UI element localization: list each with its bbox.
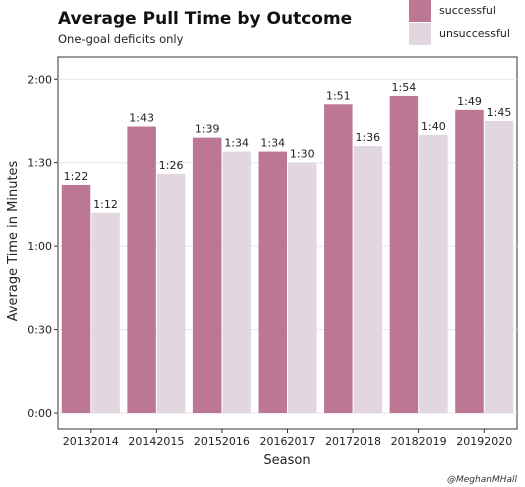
- y-axis-title: Average Time in Minutes: [6, 160, 21, 321]
- plot-border: [57, 56, 518, 430]
- x-axis-title: Season: [263, 453, 310, 468]
- bar-label-successful: 1:51: [326, 89, 351, 102]
- x-tick-label: 20182019: [391, 435, 447, 448]
- x-tick-label: 20142015: [128, 435, 184, 448]
- bar-label-unsuccessful: 1:36: [355, 131, 380, 144]
- bar-successful: [127, 126, 156, 413]
- chart-subtitle: One-goal deficits only: [58, 32, 184, 46]
- bar-successful: [324, 104, 353, 413]
- legend-swatch-unsuccessful: [409, 23, 431, 45]
- x-tick-label: 20132014: [63, 435, 119, 448]
- y-tick-label: 1:30: [27, 157, 52, 170]
- bar-unsuccessful: [484, 120, 514, 413]
- bar-successful: [455, 109, 484, 413]
- bar-label-unsuccessful: 1:12: [93, 198, 118, 211]
- x-tick-label: 20162017: [260, 435, 316, 448]
- bar-label-successful: 1:54: [392, 81, 417, 94]
- x-tick-label: 20172018: [325, 435, 381, 448]
- legend: successful unsuccessful: [409, 0, 510, 45]
- bar-unsuccessful: [353, 146, 383, 413]
- chart-title: Average Pull Time by Outcome: [58, 9, 352, 29]
- bar-unsuccessful: [91, 212, 120, 413]
- bar-successful: [389, 95, 419, 413]
- y-tick-label: 0:30: [27, 324, 52, 337]
- bar-label-unsuccessful: 1:30: [290, 148, 315, 161]
- bar-label-successful: 1:34: [260, 137, 285, 150]
- bar-unsuccessful: [156, 173, 186, 413]
- bar-unsuccessful: [288, 162, 317, 413]
- bar-unsuccessful: [419, 134, 448, 413]
- legend-label-unsuccessful: unsuccessful: [439, 27, 510, 40]
- bar-label-successful: 1:39: [195, 123, 220, 136]
- bar-successful: [258, 151, 287, 413]
- bar-unsuccessful: [222, 151, 251, 413]
- legend-label-successful: successful: [439, 4, 496, 17]
- x-tick-label: 20192020: [456, 435, 512, 448]
- plot-area: 0:00 0:30 1:00 1:30 2:00 20132014 1:22 1:12 2014…: [27, 56, 518, 448]
- bar-label-successful: 1:43: [129, 112, 154, 125]
- credit-text: @MeghanMHall: [447, 475, 517, 485]
- y-tick-label: 2:00: [27, 73, 52, 86]
- bar-label-successful: 1:22: [64, 170, 89, 183]
- x-tick-label: 20152016: [194, 435, 250, 448]
- bar-successful: [192, 137, 222, 413]
- bar-successful: [61, 184, 91, 413]
- bar-label-unsuccessful: 1:40: [421, 120, 446, 133]
- bar-label-successful: 1:49: [457, 95, 482, 108]
- bar-label-unsuccessful: 1:26: [159, 159, 184, 172]
- legend-swatch-successful: [409, 0, 431, 22]
- bar-label-unsuccessful: 1:45: [487, 106, 512, 119]
- y-tick-label: 0:00: [27, 407, 52, 420]
- bar-label-unsuccessful: 1:34: [224, 137, 249, 150]
- y-tick-label: 1:00: [27, 240, 52, 253]
